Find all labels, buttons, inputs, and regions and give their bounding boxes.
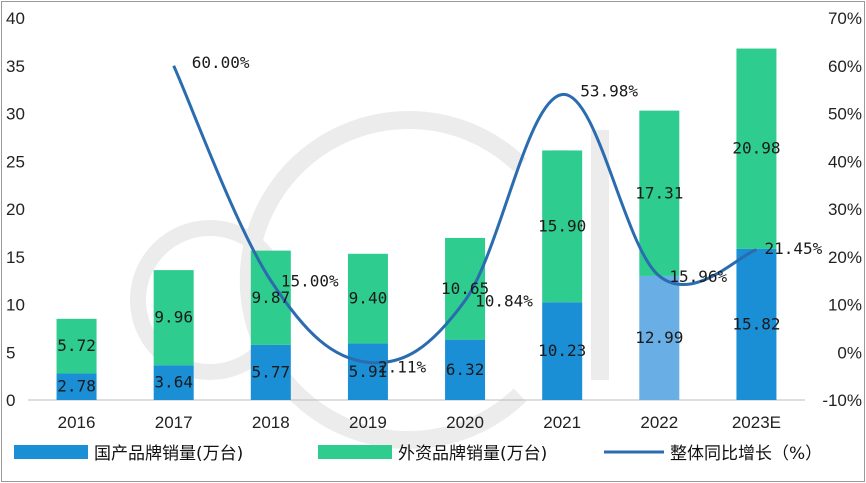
growth-line [172, 65, 757, 365]
data-label-domestic: 2.78 [57, 377, 96, 396]
data-label-domestic: 15.82 [732, 314, 780, 333]
bar-foreign [347, 253, 388, 344]
x-tick-label: 2022 [640, 413, 678, 432]
data-label-growth: 2.11% [378, 357, 427, 376]
bar-foreign [639, 110, 680, 276]
data-label-growth: 15.00% [281, 272, 339, 291]
y-left-tick-label: 20 [6, 200, 25, 219]
bars [56, 48, 777, 400]
data-label-domestic: 3.64 [154, 373, 193, 392]
data-label-growth: 15.96% [669, 267, 727, 286]
data-label-domestic: 6.32 [446, 360, 485, 379]
legend: 国产品牌销量(万台) 外资品牌销量(万台) 整体同比增长（%） [14, 444, 822, 464]
bar-domestic [736, 248, 777, 400]
bar-foreign [153, 270, 194, 366]
data-label-domestic: 5.91 [349, 362, 388, 381]
y-left-tick-label: 25 [6, 152, 25, 171]
y-right-tick-label: 10% [828, 296, 862, 315]
data-label-growth: 60.00% [192, 53, 250, 72]
data-label-growth: 10.84% [475, 291, 533, 310]
bar-foreign [542, 150, 583, 303]
x-tick-label: 2023E [732, 413, 781, 432]
x-tick-label: 2017 [155, 413, 193, 432]
bar-domestic [153, 365, 194, 400]
bar-foreign [445, 237, 486, 340]
data-label-foreign: 9.96 [154, 308, 193, 327]
data-label-growth: 21.45% [764, 239, 822, 258]
data-label-foreign: 20.98 [732, 139, 780, 158]
data-label-growth: 53.98% [580, 81, 638, 100]
data-label-foreign: 17.31 [635, 183, 683, 202]
bar-foreign [736, 48, 777, 249]
data-label-foreign: 5.72 [57, 336, 96, 355]
bar-foreign [56, 318, 97, 374]
x-tick-label: 2019 [349, 413, 387, 432]
x-tick-label: 2020 [446, 413, 484, 432]
bar-domestic [347, 343, 388, 400]
y-left-tick-label: 10 [6, 296, 25, 315]
y-right-tick-label: 30% [828, 200, 862, 219]
bar-domestic [639, 275, 680, 400]
legend-label: 整体同比增长（%） [670, 444, 822, 464]
data-labels: 2.78 5.72 3.64 9.96 5.77 9.87 5.91 9.40 6.32 10.6… [57, 53, 822, 396]
x-tick-label: 2016 [58, 413, 96, 432]
y-right-tick-label: -10% [822, 391, 862, 410]
y-right-tick-label: 70% [828, 9, 862, 28]
y-left-tick-label: 35 [6, 57, 25, 76]
legend-swatch [318, 445, 392, 459]
x-tick-label: 2021 [543, 413, 581, 432]
y-left-tick-label: 0 [6, 391, 15, 410]
data-label-foreign: 10.65 [441, 279, 489, 298]
y-right-tick-label: 40% [828, 152, 862, 171]
legend-swatch [14, 445, 88, 459]
data-label-domestic: 12.99 [635, 328, 683, 347]
bar-domestic [250, 344, 291, 400]
y-left-tick-label: 15 [6, 248, 25, 267]
data-label-domestic: 5.77 [252, 362, 291, 381]
bar-domestic [56, 373, 97, 400]
y-right-tick-label: 0% [837, 343, 862, 362]
y-right-tick-label: 20% [828, 248, 862, 267]
bar-domestic [542, 302, 583, 400]
data-label-domestic: 10.23 [538, 341, 586, 360]
data-label-foreign: 9.40 [349, 289, 388, 308]
bar-domestic [445, 339, 486, 400]
growth-line-layer [172, 65, 757, 365]
y-left-tick-label: 5 [6, 343, 15, 362]
data-label-foreign: 15.90 [538, 216, 586, 235]
legend-label: 外资品牌销量(万台) [398, 444, 547, 464]
legend-label: 国产品牌销量(万台) [94, 444, 243, 464]
data-label-foreign: 9.87 [252, 288, 291, 307]
y-left-tick-label: 30 [6, 105, 25, 124]
x-tick-label: 2018 [252, 413, 290, 432]
y-right-tick-label: 60% [828, 57, 862, 76]
y-right-tick-label: 50% [828, 105, 862, 124]
y-left-tick-label: 40 [6, 9, 25, 28]
axes: 0 5 10 15 20 25 30 35 40 -10% 0% 10% 20% 30% 40% 50% 60%… [6, 9, 862, 432]
